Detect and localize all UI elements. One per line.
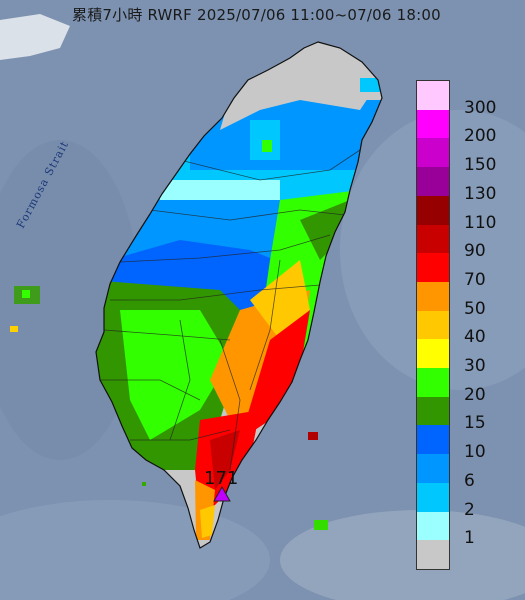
legend-swatch <box>417 511 449 541</box>
legend-swatch <box>417 253 449 282</box>
legend-swatch <box>417 482 449 512</box>
legend-swatch <box>417 368 449 397</box>
legend-label: 300 <box>464 97 497 118</box>
legend-swatch <box>417 425 449 455</box>
legend-label: 15 <box>464 413 486 434</box>
legend-swatch <box>417 195 449 225</box>
legend-swatch <box>417 454 449 483</box>
legend-swatch <box>417 138 449 168</box>
legend-swatch <box>417 540 449 569</box>
legend-label: 50 <box>464 298 486 319</box>
legend-label: 70 <box>464 269 486 290</box>
rainfall-field <box>96 42 382 540</box>
legend-swatch <box>417 339 449 369</box>
legend-label: 90 <box>464 241 486 262</box>
county-boundaries <box>100 149 361 471</box>
legend-label: 150 <box>464 155 497 176</box>
map-title: 累積7小時 RWRF 2025/07/06 11:00~07/06 18:00 <box>72 6 441 24</box>
green-island <box>308 432 318 440</box>
max-value-label: 171 <box>204 468 239 489</box>
legend-swatch <box>417 224 449 254</box>
cloud-patch <box>0 14 70 60</box>
triangle-icon <box>213 485 231 502</box>
legend-label: 6 <box>464 470 475 491</box>
legend-label: 30 <box>464 356 486 377</box>
orchid-island <box>314 520 328 530</box>
legend-swatch <box>417 81 449 110</box>
legend-swatch <box>417 167 449 196</box>
legend-label: 20 <box>464 384 486 405</box>
legend-label: 2 <box>464 499 475 520</box>
legend-colorbar <box>416 80 450 570</box>
legend-swatch <box>417 109 449 139</box>
legend-label: 130 <box>464 183 497 204</box>
legend-swatch <box>417 396 449 426</box>
legend-label: 1 <box>464 528 475 549</box>
legend-swatch <box>417 281 449 311</box>
legend-label: 10 <box>464 442 486 463</box>
legend-label: 200 <box>464 126 497 147</box>
legend-label: 110 <box>464 212 497 233</box>
legend-swatch <box>417 310 449 340</box>
legend-label: 40 <box>464 327 486 348</box>
